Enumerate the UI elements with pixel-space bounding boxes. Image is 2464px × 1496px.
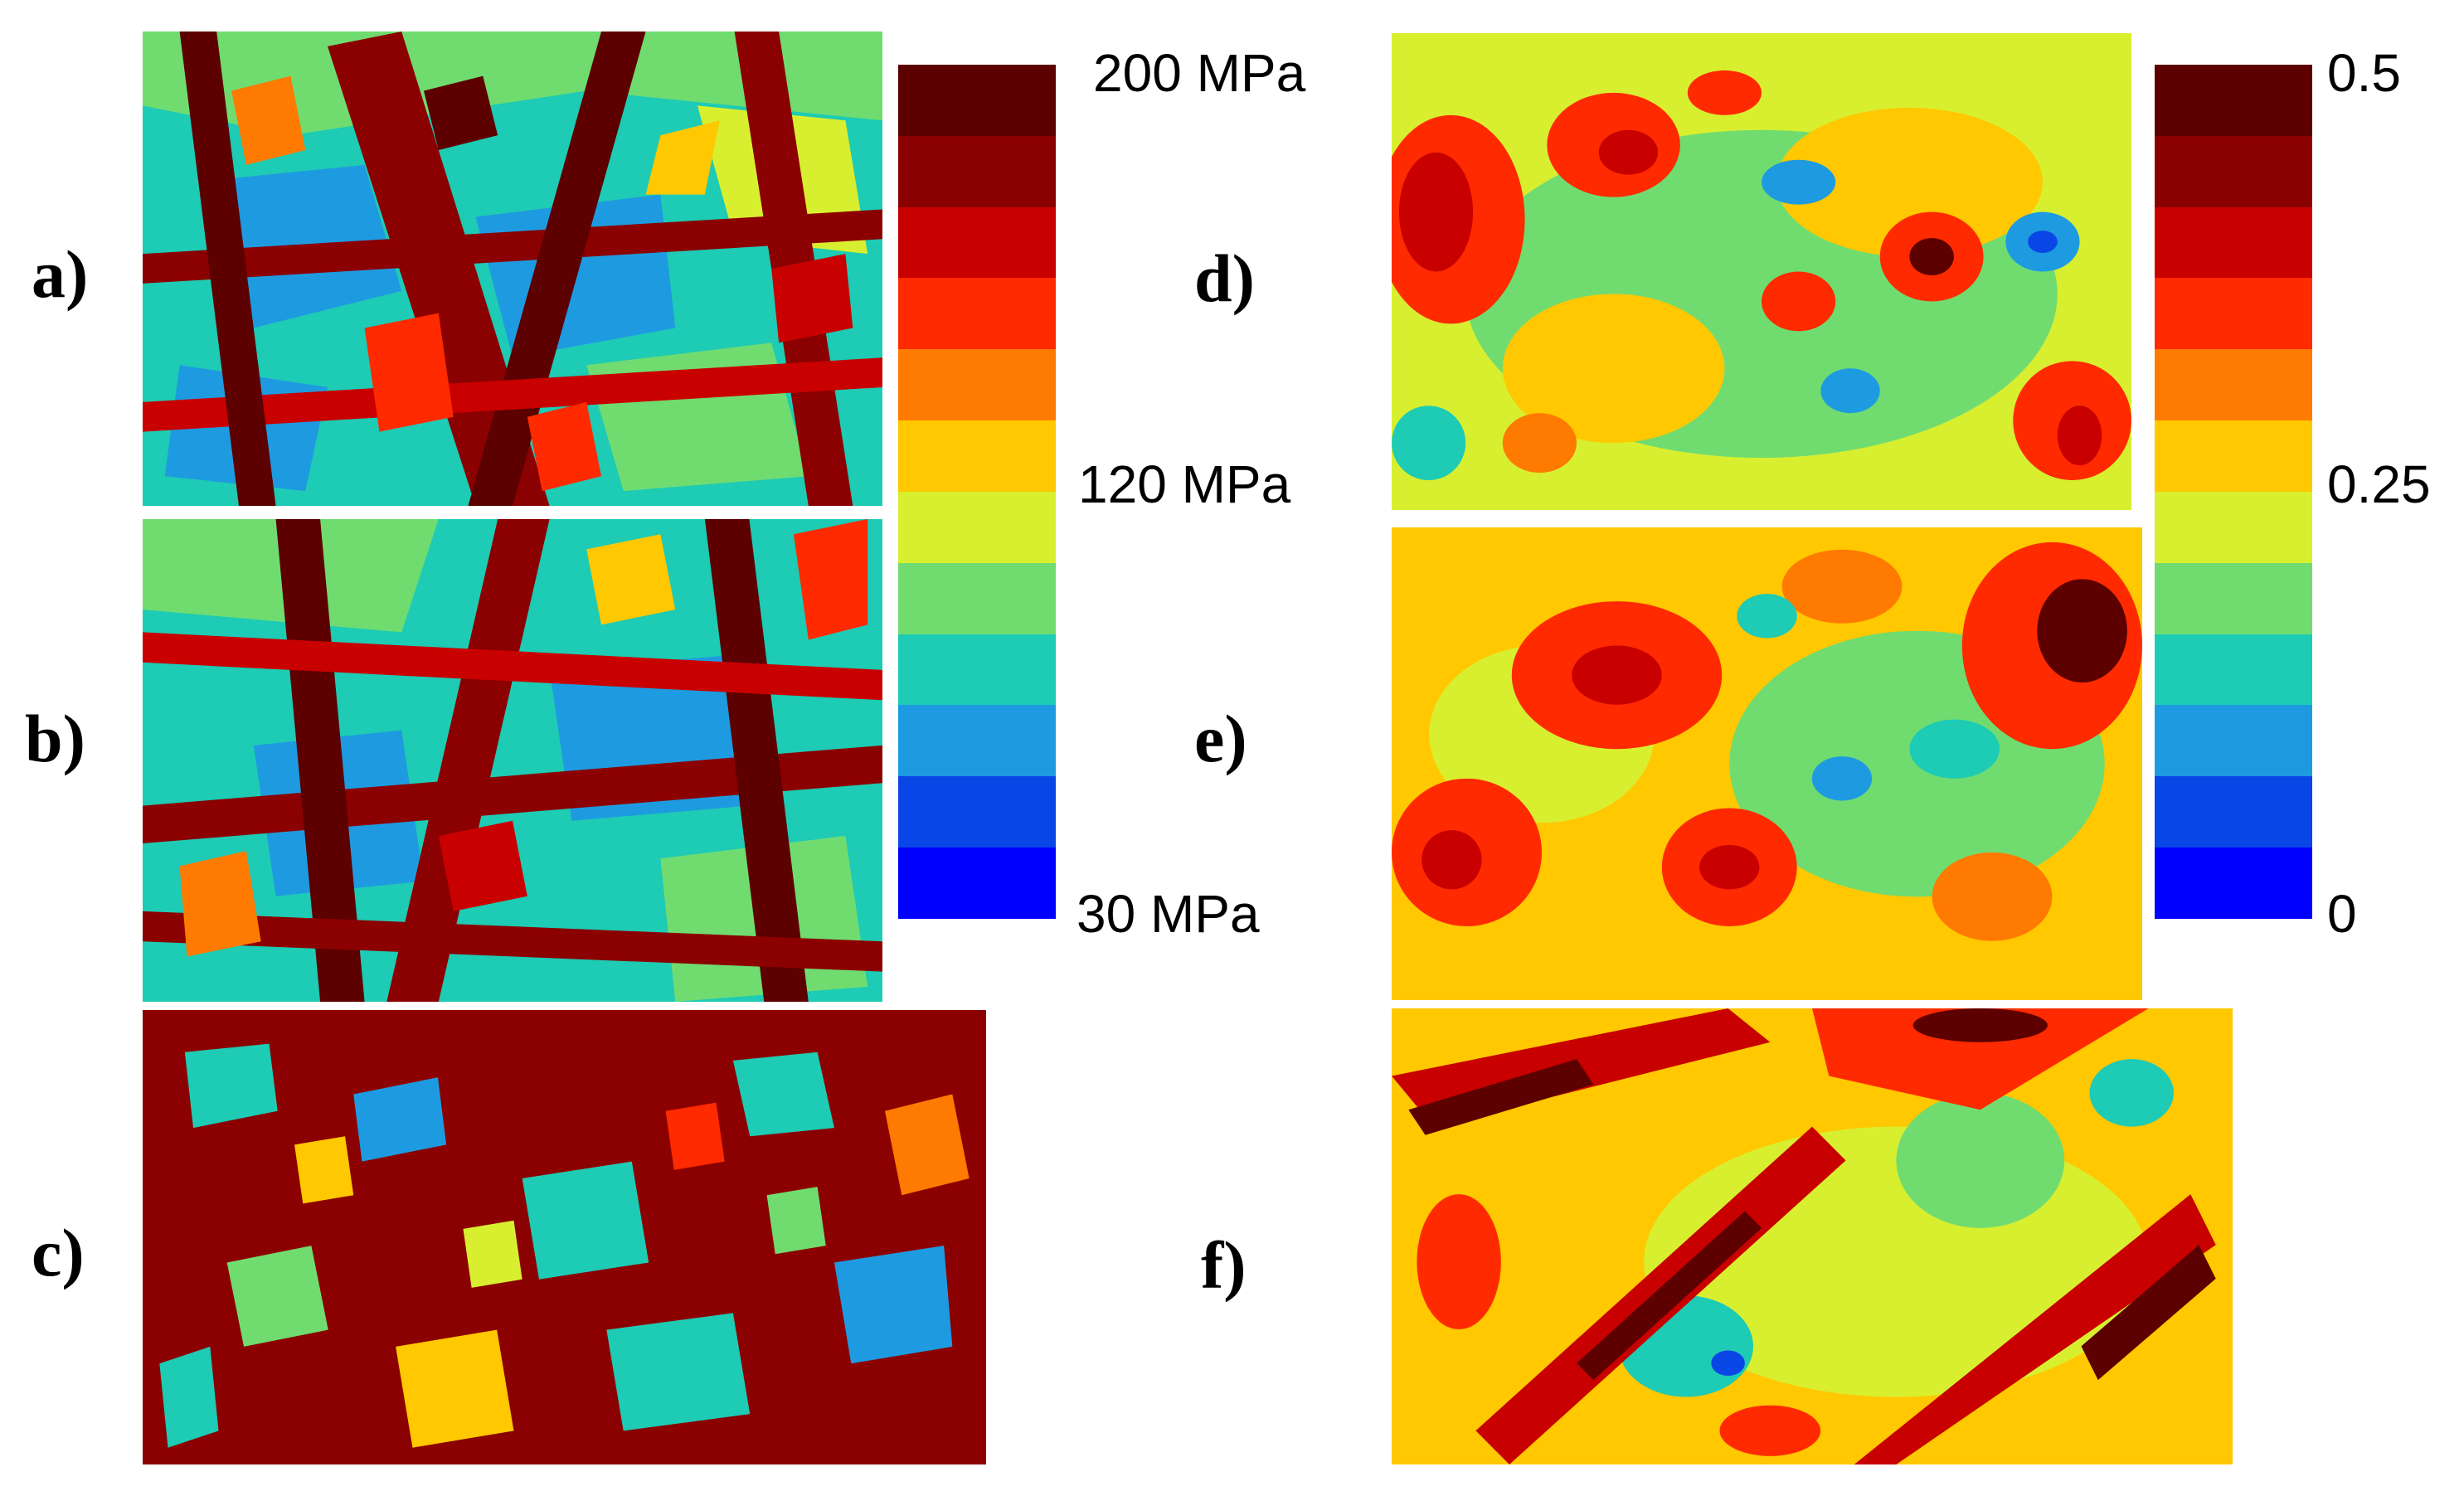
colorbar-segment xyxy=(2155,705,2312,777)
fraction-map-e xyxy=(1392,527,2142,1000)
colorbar-segment xyxy=(898,562,1056,634)
fraction-colorbar xyxy=(2155,65,2312,919)
panel-label-e: e) xyxy=(1194,701,1247,776)
colorbar-segment xyxy=(2155,491,2312,563)
colorbar-segment xyxy=(898,705,1056,777)
fraction-map-d xyxy=(1392,33,2131,510)
colorbar-segment xyxy=(898,776,1056,848)
colorbar-segment xyxy=(2155,135,2312,207)
colorbar-segment xyxy=(2155,848,2312,919)
colorbar-segment xyxy=(898,848,1056,919)
colorbar-segment xyxy=(2155,206,2312,279)
stress-map-a xyxy=(143,32,882,506)
colorbar-segment xyxy=(2155,420,2312,492)
stress-colorbar-min-label: 30 MPa xyxy=(1076,884,1260,944)
fraction-colorbar-mid-label: 0.25 xyxy=(2327,454,2431,514)
colorbar-segment xyxy=(2155,65,2312,136)
stress-colorbar-mid-label: 120 MPa xyxy=(1078,454,1291,514)
stress-map-c xyxy=(143,1010,986,1464)
fraction-colorbar-max-label: 0.5 xyxy=(2327,43,2401,103)
stress-colorbar-max-label: 200 MPa xyxy=(1093,43,1306,103)
panel-label-c: c) xyxy=(32,1215,85,1290)
colorbar-segment xyxy=(898,634,1056,706)
colorbar-segment xyxy=(898,420,1056,492)
colorbar-segment xyxy=(898,65,1056,136)
colorbar-segment xyxy=(898,206,1056,279)
colorbar-segment xyxy=(898,135,1056,207)
panel-label-f: f) xyxy=(1201,1227,1247,1303)
colorbar-segment xyxy=(2155,776,2312,848)
panel-label-d: d) xyxy=(1194,240,1255,316)
colorbar-segment xyxy=(898,491,1056,563)
fraction-map-f xyxy=(1392,1008,2233,1464)
colorbar-segment xyxy=(2155,349,2312,421)
colorbar-segment xyxy=(898,278,1056,350)
colorbar-segment xyxy=(2155,278,2312,350)
colorbar-segment xyxy=(898,349,1056,421)
colorbar-segment xyxy=(2155,562,2312,634)
panel-label-a: a) xyxy=(32,236,89,312)
stress-colorbar xyxy=(898,65,1056,919)
colorbar-segment xyxy=(2155,634,2312,706)
stress-map-b xyxy=(143,519,882,1002)
fraction-colorbar-min-label: 0 xyxy=(2327,884,2357,944)
panel-label-b: b) xyxy=(25,701,85,776)
